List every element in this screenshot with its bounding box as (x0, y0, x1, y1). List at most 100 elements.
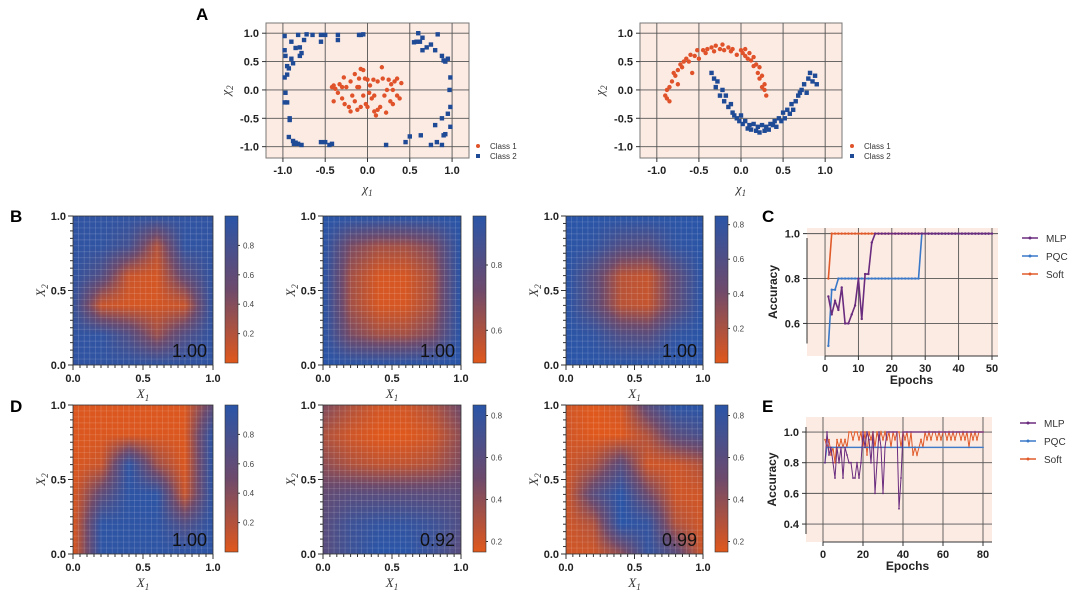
x-tick-label: 10 (852, 363, 864, 375)
marker-soft (976, 438, 978, 441)
scatter-point-class1 (700, 48, 706, 53)
scatter-point-class1 (350, 93, 355, 98)
marker-pqc (874, 446, 876, 449)
scatter-point-class2 (764, 124, 769, 130)
marker-mlp (854, 477, 856, 479)
scatter-point-class1 (392, 79, 397, 84)
marker-soft (830, 232, 833, 235)
scatter-point-class1 (692, 53, 697, 59)
scatter-point-class2 (283, 53, 288, 59)
colorbar (714, 215, 729, 364)
marker-mlp (896, 431, 898, 433)
scatter-point-class2 (439, 142, 445, 148)
x-axis-label: χ1 (734, 181, 746, 198)
scatter-point-class2 (411, 40, 417, 45)
scatter-point-class2 (291, 141, 297, 147)
marker-mlp (836, 446, 838, 449)
marker-soft (837, 232, 840, 235)
marker-pqc (854, 446, 856, 449)
scatter-point-class1 (759, 73, 765, 78)
y-axis-label: X2 (33, 284, 50, 298)
marker-soft (860, 431, 862, 433)
y-tick-label: 1.0 (301, 211, 316, 223)
scatter-point-class1 (386, 77, 391, 82)
marker-pqc (948, 446, 950, 449)
marker-mlp (826, 431, 828, 433)
marker-pqc (946, 446, 948, 449)
marker-mlp (900, 232, 904, 235)
marker-pqc (938, 446, 940, 449)
scatter-point-class1 (365, 104, 370, 110)
marker-mlp (942, 431, 944, 433)
x-tick-label: 40 (952, 363, 964, 375)
marker-mlp (924, 431, 926, 433)
marker-pqc (840, 277, 843, 280)
marker-pqc (930, 446, 932, 449)
scatter-point-class1 (757, 65, 762, 70)
panel-d2: 0.0 0.5 1.0 0.0 0.5 1.0 X1 X2 0.92 0.2 0.4 0.6 0.8 (283, 400, 503, 590)
scatter-point-class1 (664, 87, 670, 93)
x-tick-label: 1.0 (444, 165, 459, 177)
marker-mlp (914, 431, 916, 433)
marker-mlp (940, 431, 942, 433)
x-axis-label: X1 (385, 575, 398, 590)
scatter-point-class1 (740, 50, 745, 56)
marker-pqc (827, 344, 830, 348)
x-tick-label: 0.0 (65, 373, 80, 385)
marker-mlp (837, 308, 840, 312)
marker-soft (950, 438, 952, 441)
y-tick-label: 0.6 (785, 318, 800, 330)
x-tick-label: 30 (919, 363, 931, 375)
heatmap-canvas (73, 216, 213, 365)
marker-pqc (873, 277, 877, 280)
scatter-point-class1 (361, 67, 366, 73)
heatmap-canvas (566, 405, 703, 554)
scatter-point-class2 (766, 127, 771, 132)
scatter-point-class2 (428, 42, 434, 47)
marker-pqc (960, 446, 962, 449)
marker-pqc (907, 277, 910, 280)
marker-pqc (926, 446, 928, 449)
marker-soft (857, 232, 860, 235)
scatter-point-class2 (432, 122, 438, 128)
scatter-point-class2 (441, 58, 446, 63)
scatter-point-class1 (705, 46, 710, 52)
marker-mlp (936, 431, 938, 433)
marker-pqc (842, 446, 844, 449)
marker-pqc (924, 446, 926, 449)
marker-mlp (893, 232, 897, 235)
scatter-point-class1 (394, 76, 400, 81)
scatter-point-class1 (383, 110, 389, 115)
scatter-point-class1 (721, 48, 727, 53)
marker-mlp (890, 431, 892, 433)
marker-pqc (968, 446, 970, 449)
scatter-point-class1 (703, 50, 708, 56)
marker-pqc (867, 277, 870, 280)
marker-soft (850, 431, 852, 433)
marker-mlp (864, 446, 866, 449)
marker-pqc (858, 446, 860, 449)
scatter-point-class1 (709, 45, 714, 50)
marker-mlp (974, 232, 977, 235)
y-tick-label: 0.5 (544, 286, 559, 298)
scatter-point-class1 (757, 76, 762, 81)
scatter-point-class1 (390, 87, 396, 93)
marker-mlp (984, 232, 987, 235)
marker-soft (824, 438, 826, 441)
marker-mlp (873, 232, 877, 235)
marker-mlp (917, 232, 920, 235)
scatter-point-class1 (675, 82, 681, 87)
legend-label: MLP (1044, 419, 1065, 430)
scatter-point-class1 (759, 84, 765, 90)
marker-mlp (886, 431, 888, 433)
y-tick-label: -1.0 (240, 142, 259, 154)
scatter-point-class2 (759, 122, 765, 128)
scatter-point-class2 (318, 39, 324, 44)
marker-mlp (964, 431, 966, 433)
marker-soft (930, 438, 932, 441)
scatter-point-class1 (696, 56, 702, 61)
marker-mlp (967, 232, 970, 235)
scatter-point-class2 (814, 82, 819, 87)
scatter-point-class2 (323, 32, 328, 38)
